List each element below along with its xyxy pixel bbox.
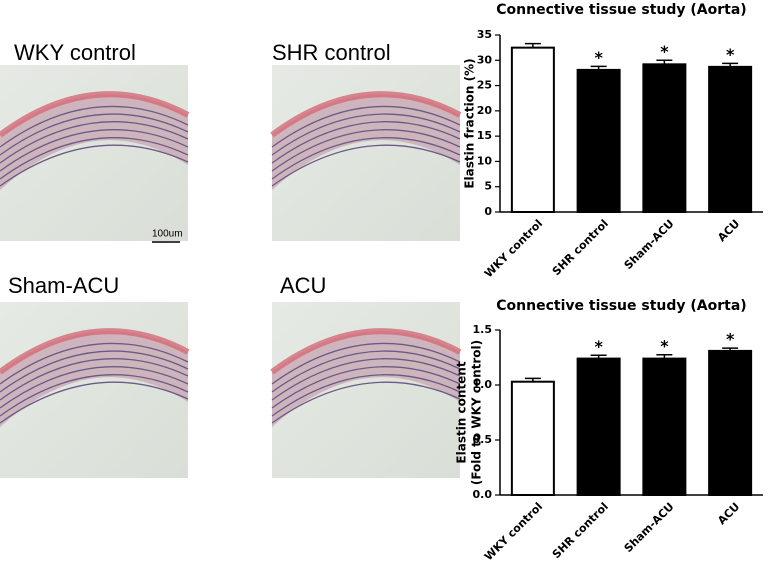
y-axis-label: Elastin fraction (%)	[463, 58, 477, 188]
bar	[576, 68, 621, 213]
micrograph	[272, 302, 460, 478]
y-tick-label: 15	[477, 129, 492, 142]
panel-label: WKY control	[14, 40, 136, 65]
micrograph	[0, 65, 188, 241]
micrograph	[272, 65, 460, 241]
chart-title: Connective tissue study (Aorta)	[496, 2, 746, 18]
y-tick-label: 20	[477, 104, 493, 117]
bar	[708, 349, 753, 496]
bar	[708, 65, 753, 213]
x-tick-label: WKY control	[482, 500, 545, 563]
y-axis-label: (Fold to WKY control)	[470, 340, 484, 485]
x-tick-label: SHR control	[550, 500, 611, 561]
bar	[510, 380, 555, 497]
y-tick-label: 5	[484, 180, 492, 193]
panel-label: SHR control	[272, 40, 391, 65]
panel-label: Sham-ACU	[8, 273, 119, 298]
x-tick-label: SHR control	[550, 217, 611, 278]
bar	[510, 46, 555, 214]
x-tick-label: Sham-ACU	[622, 500, 677, 555]
significance-mark: *	[594, 48, 603, 67]
x-tick-label: WKY control	[482, 217, 545, 280]
scale-bar-label: 100um	[152, 229, 183, 240]
y-tick-label: 1.5	[473, 323, 493, 336]
bar	[642, 357, 687, 496]
panel-label: ACU	[280, 273, 326, 298]
significance-mark: *	[726, 45, 735, 64]
y-tick-label: 25	[477, 79, 492, 92]
significance-mark: *	[726, 330, 735, 349]
chart-title: Connective tissue study (Aorta)	[496, 298, 746, 314]
y-tick-label: 30	[477, 53, 493, 66]
y-tick-label: 1.0	[473, 378, 493, 391]
y-axis-label: Elastin content	[455, 361, 469, 463]
micrograph	[0, 302, 188, 478]
bar	[642, 63, 687, 213]
significance-mark: *	[660, 42, 669, 61]
x-tick-label: ACU	[715, 500, 742, 527]
bar	[576, 357, 621, 496]
y-tick-label: 35	[477, 28, 492, 41]
x-tick-label: ACU	[715, 217, 742, 244]
y-tick-label: 0.5	[473, 433, 493, 446]
significance-mark: *	[660, 336, 669, 355]
y-tick-label: 0.0	[473, 488, 493, 501]
x-tick-label: Sham-ACU	[622, 217, 677, 272]
y-tick-label: 0	[484, 205, 492, 218]
significance-mark: *	[594, 337, 603, 356]
y-tick-label: 10	[477, 154, 493, 167]
